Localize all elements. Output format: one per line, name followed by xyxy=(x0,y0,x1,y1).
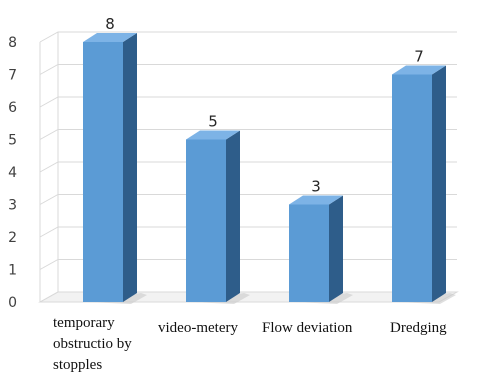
category-label-temporary: temporary obstructio by stopples xyxy=(53,315,132,373)
data-label: 7 xyxy=(414,48,424,66)
y-tick-label: 7 xyxy=(8,68,17,84)
bar-top xyxy=(83,33,137,42)
bar-side xyxy=(226,130,240,302)
bar-side xyxy=(123,33,137,302)
y-tick-label: 8 xyxy=(8,35,17,51)
bar-top xyxy=(186,130,240,140)
data-label: 8 xyxy=(105,15,115,33)
category-label-dredging: Dredging xyxy=(390,320,447,336)
bar-top xyxy=(289,195,343,205)
bar xyxy=(392,74,432,302)
y-tick-label: 3 xyxy=(8,198,17,214)
y-tick-label: 6 xyxy=(8,100,17,116)
y-tick-label: 1 xyxy=(8,263,17,279)
bar-top xyxy=(392,65,446,75)
y-tick-label: 2 xyxy=(8,230,17,246)
y-tick-label: 5 xyxy=(8,133,17,149)
y-tick-label: 0 xyxy=(8,295,17,311)
data-label: 5 xyxy=(208,113,218,131)
bar xyxy=(186,139,226,302)
category-label-video-metery: video-metery xyxy=(158,320,238,336)
y-tick-label: 4 xyxy=(8,165,17,181)
category-label-flow-deviation: Flow deviation xyxy=(262,320,353,336)
bar-side xyxy=(329,195,343,302)
bar-side xyxy=(432,65,446,302)
data-label: 3 xyxy=(311,178,321,196)
bar xyxy=(289,204,329,302)
bar xyxy=(83,42,123,302)
